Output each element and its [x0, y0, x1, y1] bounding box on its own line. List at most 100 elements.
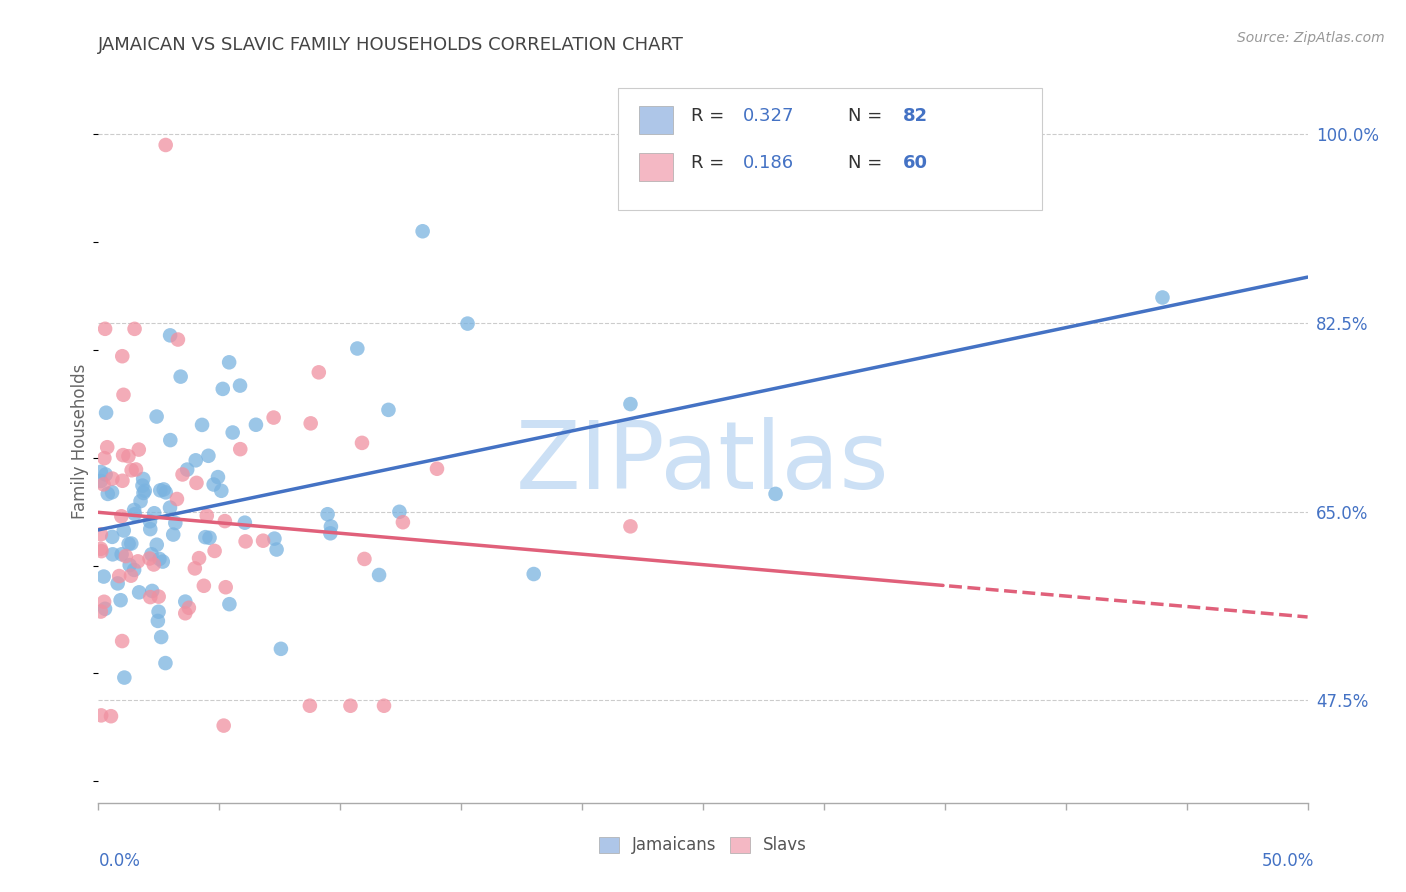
- Point: [412, 224, 434, 238]
- Point: [1152, 291, 1174, 305]
- Point: [204, 544, 226, 558]
- Point: [122, 563, 145, 577]
- Point: [94, 406, 117, 420]
- Point: [218, 355, 240, 369]
- Point: [176, 462, 198, 476]
- Point: [209, 483, 232, 498]
- Point: [90, 605, 112, 619]
- Legend: Jamaicans, Slavs: Jamaicans, Slavs: [593, 831, 813, 860]
- Point: [159, 433, 181, 447]
- Point: [218, 597, 240, 611]
- Text: N =: N =: [848, 107, 889, 126]
- Point: [124, 507, 146, 521]
- Point: [125, 462, 148, 476]
- Y-axis label: Family Households: Family Households: [70, 364, 89, 519]
- Point: [207, 470, 229, 484]
- Point: [108, 569, 131, 583]
- Point: [94, 467, 117, 482]
- Point: [111, 634, 134, 648]
- Point: [111, 474, 134, 488]
- Point: [266, 542, 288, 557]
- Point: [96, 440, 118, 454]
- Point: [197, 449, 219, 463]
- Point: [118, 558, 141, 573]
- Point: [252, 533, 274, 548]
- Point: [93, 477, 115, 491]
- Point: [162, 527, 184, 541]
- Point: [155, 656, 177, 670]
- Point: [110, 593, 132, 607]
- Point: [138, 551, 160, 566]
- Point: [110, 509, 132, 524]
- Point: [263, 532, 285, 546]
- Point: [128, 442, 150, 457]
- Point: [94, 602, 117, 616]
- Point: [298, 698, 321, 713]
- Point: [101, 547, 124, 561]
- Point: [155, 138, 177, 153]
- Point: [316, 507, 339, 521]
- Point: [215, 580, 238, 594]
- Point: [195, 508, 218, 523]
- Point: [117, 449, 139, 463]
- Point: [523, 567, 546, 582]
- Point: [169, 369, 191, 384]
- Point: [299, 417, 322, 431]
- Point: [90, 474, 112, 488]
- Point: [143, 506, 166, 520]
- Point: [141, 583, 163, 598]
- Text: ZIPatlas: ZIPatlas: [516, 417, 890, 509]
- Point: [319, 526, 342, 541]
- Point: [339, 698, 361, 713]
- FancyBboxPatch shape: [638, 153, 673, 181]
- Point: [221, 425, 243, 440]
- Point: [142, 558, 165, 572]
- Point: [112, 388, 135, 402]
- Point: [122, 503, 145, 517]
- Point: [172, 467, 194, 482]
- Text: R =: R =: [690, 107, 730, 126]
- Point: [426, 461, 449, 475]
- Point: [166, 491, 188, 506]
- Point: [118, 537, 141, 551]
- Point: [132, 472, 155, 486]
- Point: [121, 463, 143, 477]
- Point: [765, 487, 787, 501]
- Point: [139, 590, 162, 604]
- Point: [148, 605, 170, 619]
- Point: [353, 552, 375, 566]
- Point: [111, 547, 134, 561]
- Point: [150, 630, 173, 644]
- Point: [193, 579, 215, 593]
- Point: [94, 322, 117, 336]
- Point: [194, 530, 217, 544]
- Point: [90, 541, 112, 556]
- Point: [146, 614, 169, 628]
- Point: [308, 365, 330, 379]
- Point: [132, 486, 155, 500]
- Point: [619, 519, 641, 533]
- Text: JAMAICAN VS SLAVIC FAMILY HOUSEHOLDS CORRELATION CHART: JAMAICAN VS SLAVIC FAMILY HOUSEHOLDS COR…: [98, 36, 685, 54]
- Point: [124, 322, 146, 336]
- Point: [111, 349, 134, 363]
- Point: [202, 477, 225, 491]
- Point: [139, 514, 162, 528]
- Point: [93, 569, 115, 583]
- Point: [186, 475, 208, 490]
- Point: [350, 436, 373, 450]
- Point: [229, 378, 252, 392]
- Point: [174, 607, 197, 621]
- Point: [211, 382, 233, 396]
- Text: 60: 60: [903, 154, 928, 172]
- Text: 50.0%: 50.0%: [1263, 852, 1315, 870]
- Point: [174, 594, 197, 608]
- Point: [101, 530, 124, 544]
- Point: [155, 485, 177, 500]
- Point: [373, 698, 395, 713]
- Point: [377, 402, 399, 417]
- Point: [97, 487, 120, 501]
- Point: [90, 544, 112, 558]
- FancyBboxPatch shape: [619, 87, 1042, 211]
- Text: R =: R =: [690, 154, 730, 172]
- Point: [235, 534, 257, 549]
